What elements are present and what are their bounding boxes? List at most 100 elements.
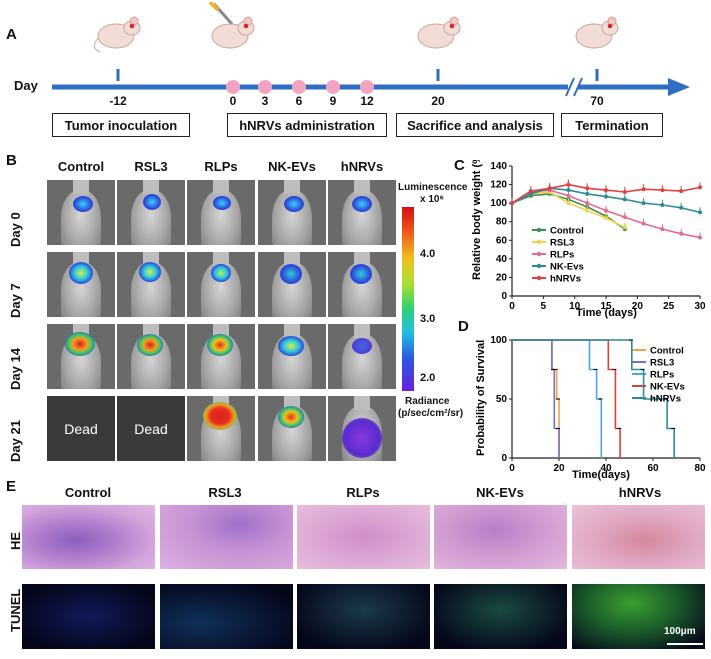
bli-image: [258, 324, 326, 389]
y-tick-label: 120: [490, 180, 507, 191]
colorbar-unit: (p/sec/cm²/sr): [398, 408, 464, 419]
bli-image: [117, 180, 185, 245]
x-tick-label: 20: [632, 301, 644, 312]
legend-marker: [536, 239, 542, 245]
legend-label: RSL3: [550, 238, 574, 249]
legend-label: hNRVs: [650, 394, 681, 405]
histology-column-header: RLPs: [346, 485, 380, 500]
he-image: [160, 505, 293, 569]
bli-image: [258, 180, 326, 245]
data-point: [585, 191, 590, 196]
colorbar-title: Luminescence: [398, 182, 468, 193]
tunel-image: [22, 584, 155, 649]
panel-a-label: A: [6, 26, 17, 43]
timeline-day: 20: [431, 94, 445, 108]
colorbar-tick: 2.0: [420, 372, 436, 384]
x-tick-label: 10: [569, 301, 581, 312]
x-tick-label: 80: [694, 463, 706, 474]
bli-image: [328, 252, 396, 317]
x-tick-label: 30: [694, 301, 706, 312]
bli-image: [328, 324, 396, 389]
x-tick-label: 20: [553, 463, 565, 474]
x-tick-label: 0: [509, 463, 515, 474]
data-point: [698, 185, 702, 190]
histology-row-header: HE: [8, 531, 23, 550]
legend-marker: [536, 251, 542, 257]
bli-image: [328, 396, 396, 461]
x-tick-label: 40: [600, 463, 612, 474]
timeline-dose-dot: [258, 80, 272, 94]
legend-marker: [536, 275, 542, 281]
data-point: [698, 210, 702, 215]
data-point: [528, 191, 533, 196]
panel-d-label: D: [458, 318, 469, 335]
imaging-row-header: Day 21: [8, 420, 23, 462]
bli-image: [117, 252, 185, 317]
timeline-tick: [595, 69, 599, 81]
tunel-image: [434, 584, 567, 649]
timeline-day: 9: [329, 94, 337, 108]
y-tick-label: 100: [490, 198, 507, 209]
series-line: [512, 339, 560, 458]
legend-label: RSL3: [650, 358, 674, 369]
x-tick-label: 60: [647, 463, 659, 474]
body-weight-chart: 0 5 10 15 20 25 30 0 20 40 60 80 100 120 140 ControlRSL…: [471, 160, 706, 319]
histology-column-header: hNRVs: [618, 485, 662, 500]
mouse-with-syringe-icon: [208, 2, 255, 49]
timeline-day: 12: [360, 94, 374, 108]
panel-b-label: B: [6, 152, 17, 169]
timeline-dose-dot: [326, 80, 340, 94]
colorbar: [402, 207, 414, 391]
timeline-day: 3: [261, 94, 269, 108]
tunel-image: [572, 584, 705, 649]
imaging-row-header: Day 0: [8, 212, 23, 247]
series-line: [512, 339, 621, 458]
imaging-column-header: NK-EVs: [268, 159, 316, 174]
tunel-image: [297, 584, 430, 649]
chart-d-ylabel: Probability of Survival: [475, 340, 487, 456]
panel-e-label: E: [6, 478, 17, 495]
timeline-box-termination: Termination: [561, 113, 663, 137]
legend-label: Control: [650, 346, 684, 357]
imaging-column-header: Control: [57, 159, 105, 174]
colorbar-unit: Radiance: [405, 396, 450, 407]
y-tick-label: 0: [501, 291, 507, 302]
timeline-axis: [52, 77, 690, 97]
colorbar-scale: x 10⁶: [420, 194, 445, 205]
timeline-day: 6: [295, 94, 303, 108]
bli-image: [328, 180, 396, 245]
chart-c-ylabel: Relative body weight (%): [471, 160, 483, 280]
he-image: [434, 505, 567, 569]
mouse-icon: [575, 16, 619, 49]
bli-image: [117, 324, 185, 389]
y-tick-label: 140: [490, 161, 507, 172]
bli-dead-cell: Dead: [117, 396, 185, 461]
legend-label: RLPs: [650, 370, 674, 381]
bli-image: [187, 396, 255, 461]
imaging-row-header: Day 7: [8, 283, 23, 318]
timeline-box-sacrifice: Sacrifice and analysis: [396, 113, 554, 137]
legend-marker: [536, 227, 542, 233]
bli-image: [187, 324, 255, 389]
data-point: [585, 186, 590, 191]
scale-bar-label: 100μm: [664, 626, 696, 637]
histology-column-header: RSL3: [208, 485, 242, 500]
timeline-dose-dot: [360, 80, 374, 94]
legend-label: NK-EVs: [650, 382, 685, 393]
histology-column-header: Control: [64, 485, 112, 500]
bli-image: [47, 252, 115, 317]
colorbar-tick: 4.0: [420, 248, 436, 260]
bli-image: [47, 180, 115, 245]
y-tick-label: 60: [496, 235, 508, 246]
imaging-column-header: RSL3: [134, 159, 168, 174]
data-point: [566, 193, 571, 198]
survival-chart: 0 20 40 60 80 0 50 100 ControlRSL3RLPsNK-EVshNRV…: [475, 335, 706, 481]
scale-bar: [667, 643, 703, 645]
he-image: [297, 505, 430, 569]
imaging-column-header: hNRVs: [340, 159, 384, 174]
mouse-icon: [94, 16, 141, 53]
y-tick-label: 100: [490, 335, 507, 346]
y-tick-label: 20: [496, 272, 508, 283]
legend-marker: [536, 263, 542, 269]
y-tick-label: 0: [501, 453, 507, 464]
